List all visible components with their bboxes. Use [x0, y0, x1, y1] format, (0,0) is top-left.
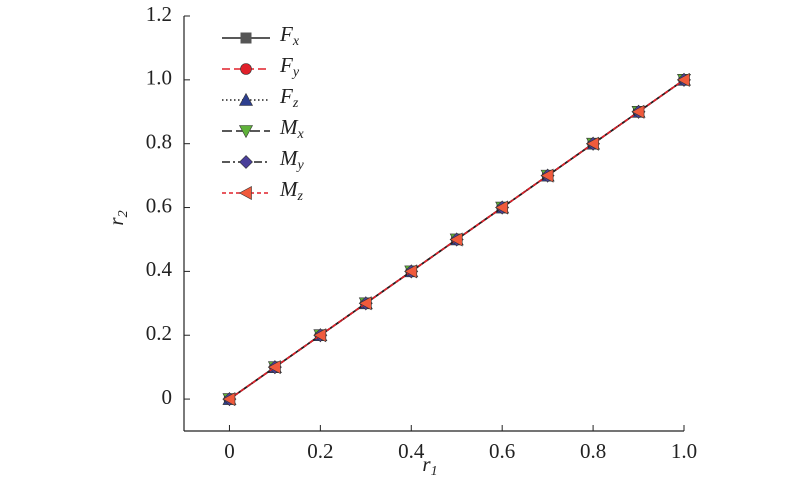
marker [313, 328, 327, 343]
x-tick-label: 0.2 [307, 439, 333, 463]
x-tick-label: 0 [224, 439, 235, 463]
legend-marker [238, 125, 254, 139]
legend-label: Mx [279, 115, 305, 142]
marker [358, 296, 372, 311]
marker [585, 136, 599, 151]
legend-marker [240, 32, 252, 44]
legend-label: Mz [279, 177, 304, 204]
x-tick-label: 0.8 [580, 439, 606, 463]
y-tick-label: 0.2 [146, 321, 172, 345]
y-tick-label: 0.4 [146, 257, 173, 281]
legend-label: Fy [279, 53, 300, 80]
legend-marker [238, 185, 252, 201]
marker [495, 200, 508, 215]
y-tick-label: 1.2 [146, 2, 172, 26]
legend-marker [239, 155, 253, 169]
marker [676, 72, 690, 87]
y-tick-label: 0.6 [146, 193, 172, 217]
x-axis-label: r1 [422, 452, 437, 479]
legend-marker [238, 92, 254, 106]
x-tick-label: 0.6 [489, 439, 515, 463]
y-axis-label: r2 [104, 210, 131, 225]
legend-label: Fz [279, 84, 299, 111]
legend-label: My [279, 146, 305, 173]
legend-marker [240, 63, 252, 75]
marker [222, 392, 236, 407]
marker [540, 168, 554, 183]
x-tick-label: 1.0 [671, 439, 697, 463]
marker [449, 232, 463, 247]
legend-label: Fx [279, 22, 300, 49]
marker [404, 264, 418, 279]
marker [267, 360, 281, 375]
marker [631, 104, 645, 119]
y-tick-label: 0.8 [146, 130, 172, 154]
y-tick-label: 1.0 [146, 66, 172, 90]
y-tick-label: 0 [162, 385, 173, 409]
x-tick-label: 0.4 [398, 439, 425, 463]
series-line [228, 79, 685, 400]
